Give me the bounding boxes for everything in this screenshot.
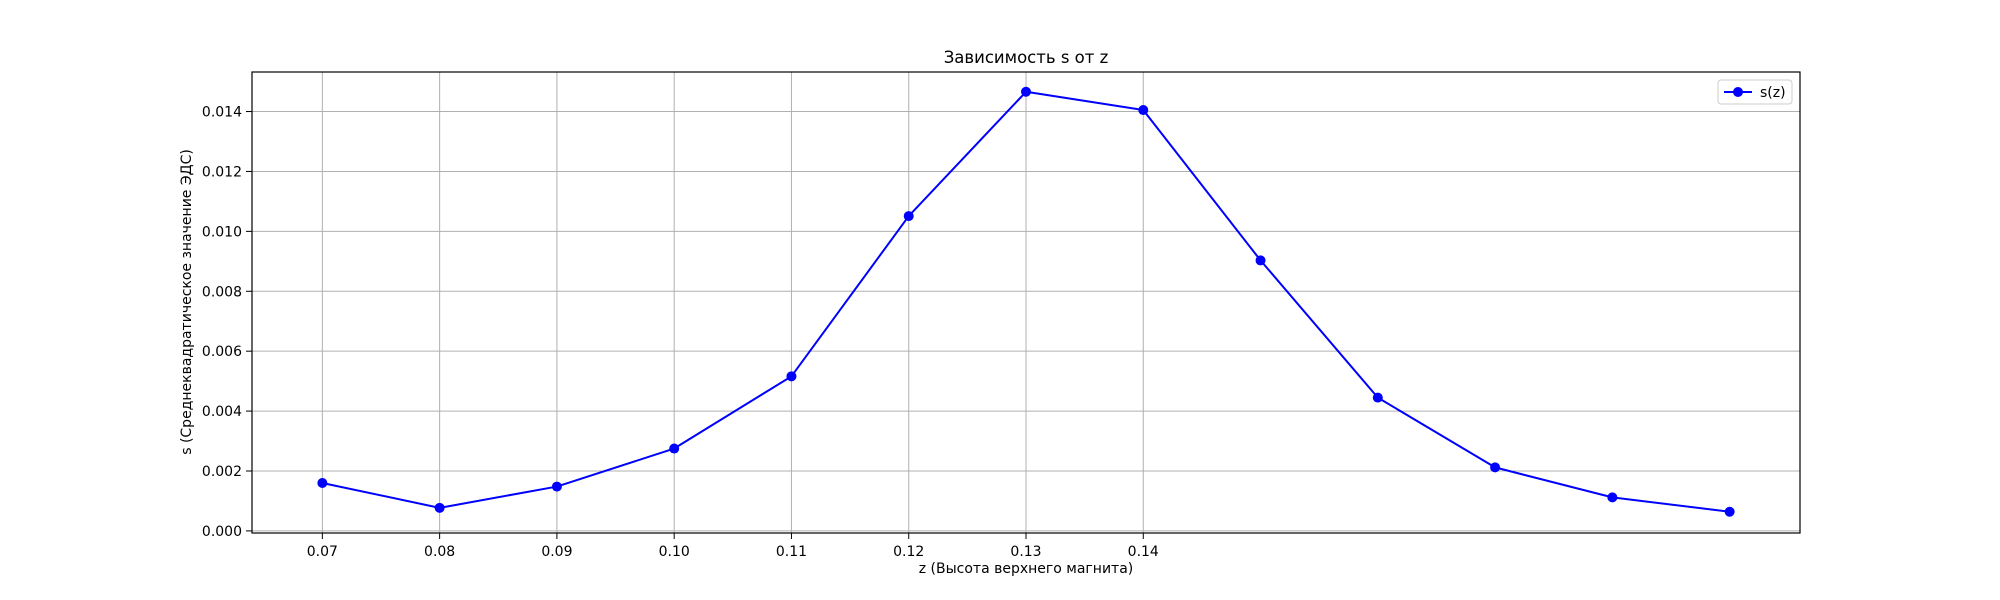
data-point (903, 211, 914, 222)
y-axis-label: s (Среднеквадратическое значение ЭДС) (179, 149, 195, 455)
data-point (1021, 86, 1031, 97)
legend-box (1717, 79, 1793, 105)
x-tick-label: 0.10 (659, 544, 690, 560)
data-point (1724, 506, 1735, 517)
y-tick-label: 0.010 (202, 224, 242, 240)
y-tick-label: 0.012 (202, 164, 242, 180)
x-tick-label: 0.12 (893, 544, 924, 560)
y-tick-label: 0.002 (202, 464, 242, 480)
x-tick-label: 0.08 (424, 544, 455, 560)
y-tick-label: 0.014 (202, 105, 242, 121)
x-tick-label: 0.13 (1010, 544, 1041, 560)
data-point (1490, 462, 1501, 473)
data-point (786, 371, 797, 382)
y-tick-label: 0.008 (202, 284, 242, 300)
chart-title: Зависимость s от z (944, 48, 1109, 67)
x-axis-label: z (Высота верхнего магнита) (919, 561, 1133, 577)
data-point (1607, 492, 1618, 503)
data-point (1255, 255, 1266, 266)
x-tick-label: 0.11 (776, 544, 807, 560)
x-axis: 0.07 0.08 0.09 0.10 0.11 0.12 0.13 0.14 (307, 533, 1159, 560)
y-tick-label: 0.000 (202, 524, 242, 540)
y-tick-label: 0.006 (202, 344, 242, 360)
data-point (1138, 105, 1149, 116)
legend-label: s(z) (1760, 85, 1786, 101)
legend: s(z) (1717, 79, 1793, 105)
data-point (1372, 392, 1383, 403)
grid-lines (252, 72, 1800, 533)
data-point (669, 443, 680, 454)
x-tick-label: 0.14 (1128, 544, 1159, 560)
data-point (551, 481, 562, 492)
y-axis: 0.000 0.002 0.004 0.006 0.008 0.010 0.012 0.014 (202, 105, 252, 540)
data-point (434, 502, 445, 513)
x-tick-label: 0.07 (307, 544, 338, 560)
x-tick-label: 0.09 (541, 544, 572, 560)
y-tick-label: 0.004 (202, 404, 242, 420)
legend-marker (1733, 87, 1743, 97)
data-point (317, 477, 328, 488)
series-layer (317, 86, 1735, 517)
